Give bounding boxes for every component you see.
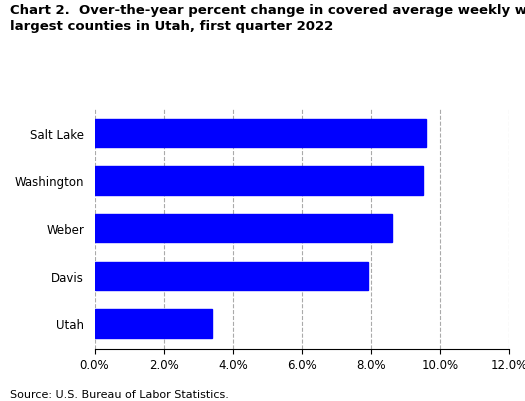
Bar <box>94 119 426 148</box>
Bar <box>94 167 423 195</box>
Text: Source: U.S. Bureau of Labor Statistics.: Source: U.S. Bureau of Labor Statistics. <box>10 389 229 399</box>
Text: Chart 2.  Over-the-year percent change in covered average weekly wages among the: Chart 2. Over-the-year percent change in… <box>10 4 525 33</box>
Bar <box>94 214 392 243</box>
Bar <box>94 262 368 290</box>
Bar <box>94 310 212 338</box>
